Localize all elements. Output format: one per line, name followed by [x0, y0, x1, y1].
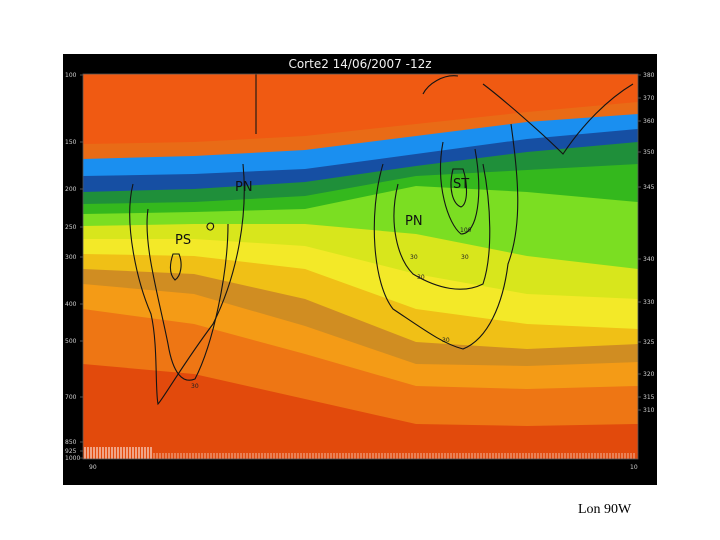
contour-label: 100 — [460, 227, 472, 234]
bottom-right-label: 10 — [630, 464, 638, 471]
feature-label: ST — [453, 177, 469, 192]
contour-label: 30 — [417, 274, 425, 281]
left-tick-label: 100 — [65, 72, 77, 79]
right-tick-label: 340 — [643, 256, 655, 263]
left-tick-label: 250 — [65, 224, 77, 231]
bottom-left-label: 90 — [89, 464, 97, 471]
contour-line — [146, 208, 229, 381]
right-tick-label: 315 — [643, 394, 655, 401]
contour-label: 30 — [410, 254, 418, 261]
contour-line — [482, 83, 634, 155]
left-tick-label: 925 — [65, 448, 77, 455]
feature-label: PN — [405, 214, 423, 229]
left-tick-label: 1000 — [65, 455, 80, 462]
right-tick-label: 350 — [643, 149, 655, 156]
left-tick-label: 500 — [65, 338, 77, 345]
right-tick-label: 345 — [643, 184, 655, 191]
right-tick-label: 325 — [643, 339, 655, 346]
right-tick-label: 360 — [643, 118, 655, 125]
feature-label: PN — [235, 180, 253, 195]
contour-line — [206, 222, 215, 231]
contour-line — [129, 163, 245, 406]
chart-title: Corte2 14/06/2007 -12z — [288, 57, 431, 71]
contour-line — [393, 163, 491, 290]
contour-line — [169, 253, 182, 281]
surface-hatch — [84, 447, 635, 459]
contour-label: 30 — [442, 337, 450, 344]
contour-line — [373, 123, 519, 350]
right-tick-label: 380 — [643, 72, 655, 79]
figure-caption: Lon 90W — [578, 502, 632, 517]
left-tick-label: 150 — [65, 139, 77, 146]
left-tick-label: 700 — [65, 394, 77, 401]
contour-line — [450, 168, 468, 208]
contour-line — [422, 75, 459, 95]
left-tick-label: 400 — [65, 301, 77, 308]
contour-label: 30 — [461, 254, 469, 261]
left-tick-label: 850 — [65, 439, 77, 446]
cross-section-plot: Corte2 14/06/2007 -12z PN PS PN ST 30 30 100 30 3… — [65, 57, 655, 471]
color-band — [83, 74, 638, 144]
left-tick-label: 200 — [65, 186, 77, 193]
figure-frame: Corte2 14/06/2007 -12z PN PS PN ST 30 30 100 30 3… — [63, 54, 657, 485]
contour-label: 30 — [191, 383, 199, 390]
left-tick-label: 300 — [65, 254, 77, 261]
right-tick-label: 330 — [643, 299, 655, 306]
right-tick-label: 310 — [643, 407, 655, 414]
right-tick-label: 320 — [643, 371, 655, 378]
plot-area: PN PS PN ST 30 30 100 30 30 30 — [83, 74, 638, 459]
plot-border — [82, 73, 639, 460]
feature-label: PS — [175, 233, 191, 248]
contour-line — [440, 141, 480, 235]
right-tick-label: 370 — [643, 95, 655, 102]
